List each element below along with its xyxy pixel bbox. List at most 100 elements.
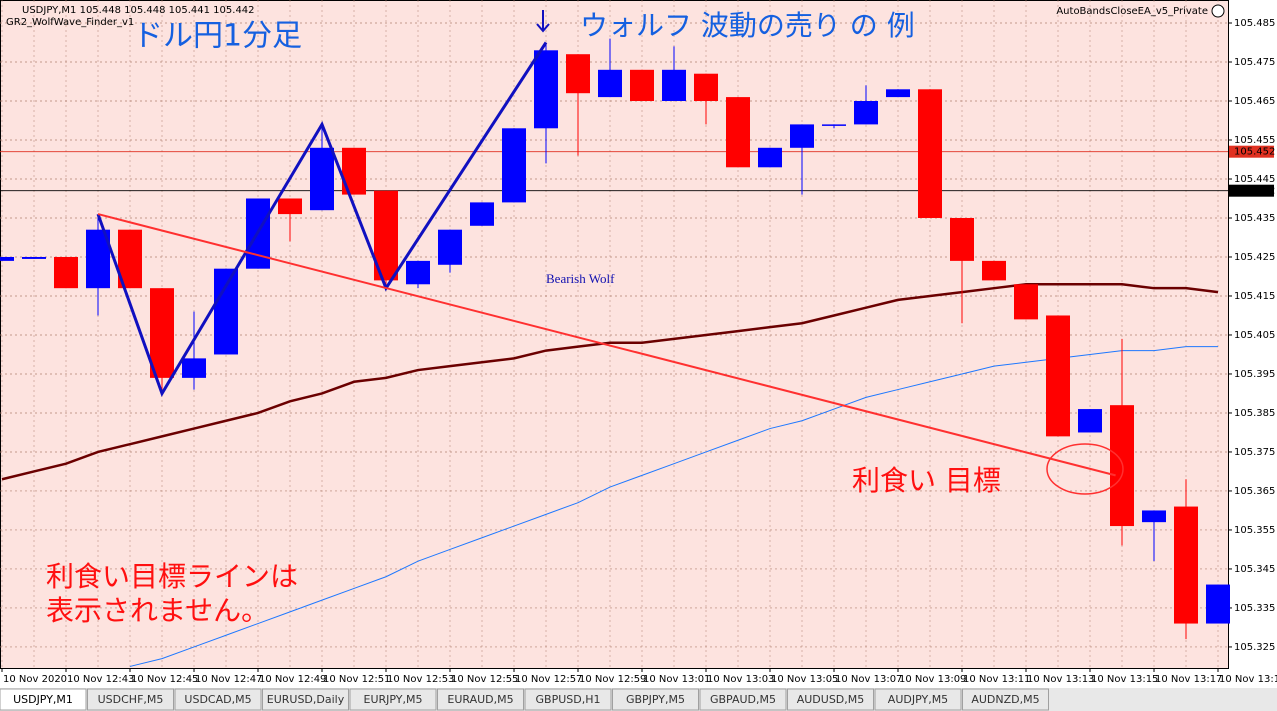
tab[interactable]	[174, 688, 262, 711]
candle-body	[822, 124, 846, 126]
x-tick-label: 10 Nov 12:51	[323, 674, 390, 685]
price-label-box	[1229, 145, 1274, 158]
tab-label[interactable]: AUDNZD,M5	[971, 693, 1039, 706]
price-label: 105.442	[1234, 186, 1275, 197]
target-line	[97, 213, 1116, 477]
candle-body	[438, 229, 462, 265]
x-tick-label: 10 Nov 13:15	[1091, 674, 1158, 685]
candle-body	[918, 89, 942, 218]
y-tick-label: 105.375	[1234, 447, 1275, 458]
tab-label[interactable]: USDJPY,M1	[13, 693, 73, 706]
candle-body	[1014, 284, 1038, 320]
note-line: 表示されません。	[46, 594, 269, 627]
plot-background	[0, 0, 1228, 668]
candle-body	[0, 256, 14, 261]
tab-label[interactable]: EURAUD,M5	[447, 693, 513, 706]
x-tick-label: 10 Nov 13:19	[1219, 674, 1277, 685]
candle-body	[310, 147, 334, 211]
candle-body	[694, 73, 718, 101]
candle-body	[662, 69, 686, 101]
y-tick-label: 105.405	[1234, 330, 1275, 341]
candle-body	[150, 288, 174, 378]
x-tick-label: 10 Nov 13:05	[771, 674, 838, 685]
symbol-info: USDJPY,M1 105.448 105.448 105.441 105.44…	[22, 5, 255, 16]
tab-label[interactable]: GBPAUD,M5	[710, 693, 776, 706]
candle-body	[598, 69, 622, 98]
ea-icon	[1211, 4, 1225, 18]
x-tick-label: 10 Nov 13:03	[707, 674, 774, 685]
x-tick-label: 10 Nov 2020	[3, 674, 67, 685]
price-label-box	[1229, 184, 1274, 197]
expert-name: AutoBandsCloseEA_v5_Private	[1056, 6, 1208, 17]
y-tick-label: 105.365	[1234, 486, 1275, 497]
candle-body	[886, 89, 910, 98]
y-tick-label: 105.395	[1234, 369, 1275, 380]
tab[interactable]	[0, 688, 87, 711]
tab-label[interactable]: EURJPY,M5	[364, 693, 423, 706]
y-tick-label: 105.465	[1234, 96, 1275, 107]
tab[interactable]	[349, 688, 437, 711]
y-tick-label: 105.455	[1234, 135, 1275, 146]
tab[interactable]	[874, 688, 962, 711]
x-tick-label: 10 Nov 13:01	[643, 674, 710, 685]
tab-label[interactable]: AUDUSD,M5	[797, 693, 865, 706]
tab-label[interactable]: EURUSD,Daily	[267, 693, 345, 706]
candle-body	[534, 50, 558, 129]
candle-body	[502, 128, 526, 203]
candle-body	[1142, 510, 1166, 523]
candle-body	[854, 100, 878, 125]
tab[interactable]	[699, 688, 787, 711]
candle-body	[22, 256, 46, 259]
price-label: 105.452	[1234, 147, 1275, 158]
candle-body	[1078, 409, 1102, 433]
y-tick-label: 105.475	[1234, 57, 1275, 68]
x-tick-label: 10 Nov 12:47	[195, 674, 262, 685]
x-tick-label: 10 Nov 13:13	[1027, 674, 1094, 685]
tab[interactable]	[962, 688, 1049, 711]
candle-body	[982, 260, 1006, 281]
y-tick-label: 105.485	[1234, 18, 1275, 29]
y-tick-label: 105.355	[1234, 525, 1275, 536]
y-tick-label: 105.445	[1234, 174, 1275, 185]
tab-label[interactable]: AUDJPY,M5	[888, 693, 948, 706]
note-line: 利食い目標ラインは	[46, 560, 298, 593]
tab[interactable]	[87, 688, 174, 711]
chart-title: ドル円1分足	[133, 19, 302, 54]
x-tick-label: 10 Nov 13:09	[899, 674, 966, 685]
y-tick-label: 105.335	[1234, 603, 1275, 614]
x-tick-label: 10 Nov 12:45	[131, 674, 198, 685]
tab[interactable]	[787, 688, 874, 711]
tab-label[interactable]: USDCHF,M5	[98, 693, 164, 706]
y-tick-label: 105.345	[1234, 564, 1275, 575]
x-tick-label: 10 Nov 12:49	[259, 674, 326, 685]
candle-body	[182, 358, 206, 378]
x-tick-label: 10 Nov 12:55	[451, 674, 518, 685]
x-tick-label: 10 Nov 12:57	[515, 674, 582, 685]
tab[interactable]	[612, 688, 699, 711]
chart-subtitle: ウォルフ 波動の売り の 例	[580, 9, 915, 42]
candle-body	[1174, 506, 1198, 624]
y-tick-label: 105.325	[1234, 642, 1275, 653]
candle-body	[726, 97, 750, 168]
y-tick-label: 105.435	[1234, 213, 1275, 224]
candle-body	[1046, 315, 1070, 437]
tab[interactable]	[524, 688, 612, 711]
candle-body	[470, 202, 494, 226]
tab-label[interactable]: USDCAD,M5	[184, 693, 251, 706]
candle-body	[790, 124, 814, 148]
pattern-label: Bearish Wolf	[546, 271, 615, 286]
tab-label[interactable]: GBPUSD,H1	[536, 693, 601, 706]
x-tick-label: 10 Nov 13:11	[963, 674, 1030, 685]
x-tick-label: 10 Nov 13:17	[1155, 674, 1222, 685]
candle-body	[278, 198, 302, 215]
tab-label[interactable]: GBPJPY,M5	[626, 693, 685, 706]
tab[interactable]	[437, 688, 524, 711]
candle-body	[406, 260, 430, 285]
x-tick-label: 10 Nov 12:43	[67, 674, 134, 685]
zigzag	[96, 41, 548, 397]
indicator-name: GR2_WolfWave_Finder_v1	[6, 17, 134, 28]
candle-body	[950, 217, 974, 261]
tab[interactable]	[262, 688, 349, 711]
y-tick-label: 105.425	[1234, 252, 1275, 263]
